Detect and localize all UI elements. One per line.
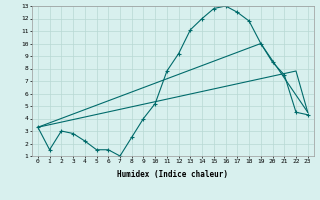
X-axis label: Humidex (Indice chaleur): Humidex (Indice chaleur) <box>117 170 228 179</box>
